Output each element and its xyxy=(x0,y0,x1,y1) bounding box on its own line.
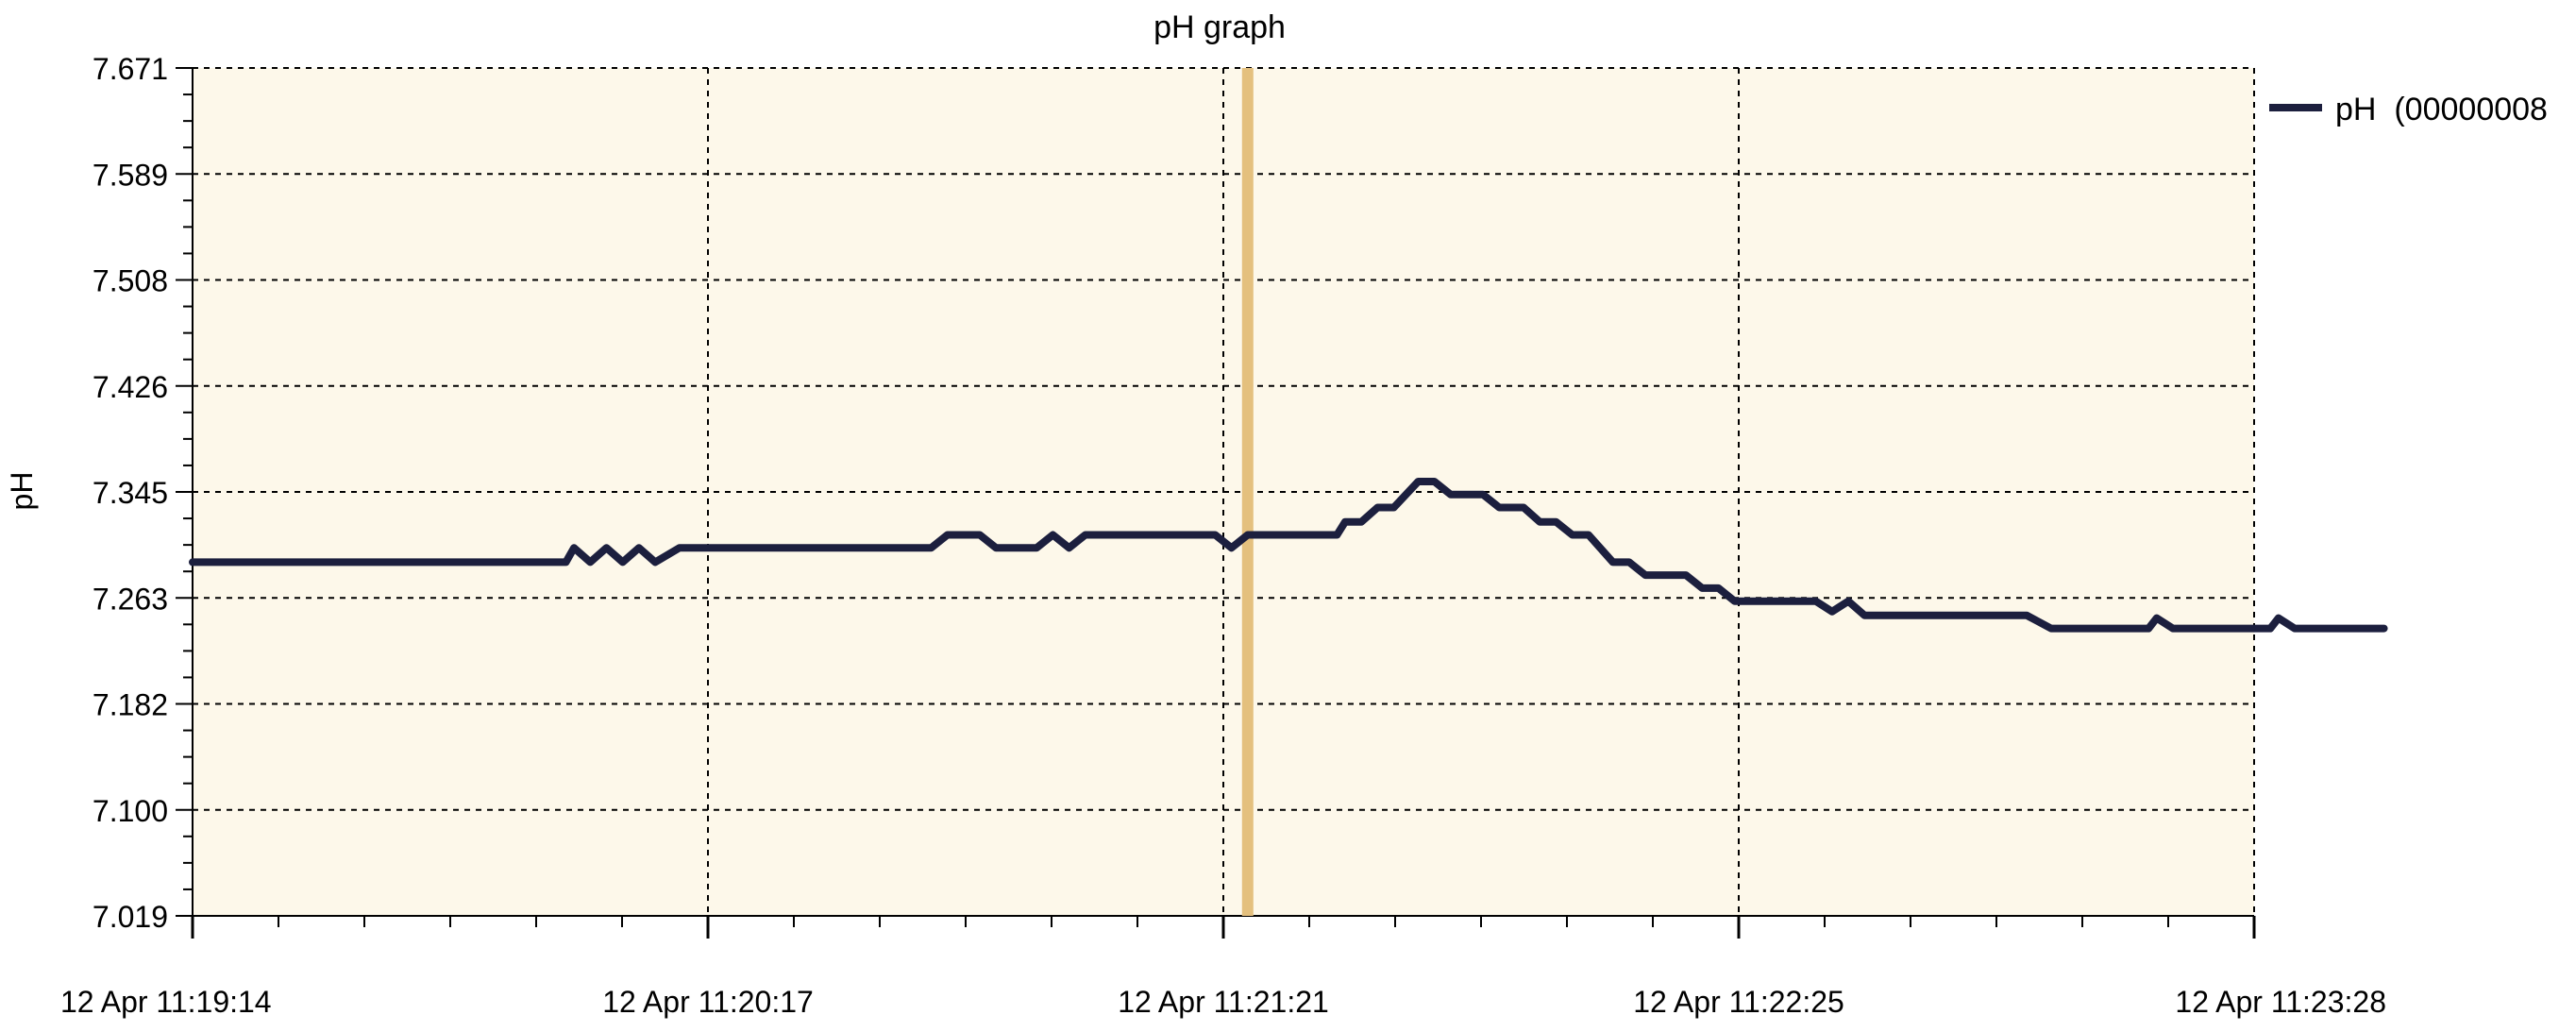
legend: pH (00000008 xyxy=(2269,92,2548,127)
y-tick-label: 7.671 xyxy=(93,52,168,86)
x-tick-label: 12 Apr 11:23:28 xyxy=(2175,985,2386,1019)
y-tick-label: 7.426 xyxy=(93,370,168,404)
y-tick-label: 7.589 xyxy=(93,158,168,192)
grid xyxy=(193,67,2255,916)
x-tick-label: 12 Apr 11:21:21 xyxy=(1118,985,1329,1019)
y-axis: 7.671 7.589 7.508 7.426 7.345 7.263 7.182 7.100… xyxy=(93,52,193,934)
x-tick-label: 12 Apr 11:22:25 xyxy=(1633,985,1844,1019)
y-tick-label: 7.100 xyxy=(93,794,168,828)
series-line-ph xyxy=(189,478,2388,633)
series-layer xyxy=(189,478,2388,633)
y-axis-label: pH xyxy=(5,472,39,511)
chart-title: pH graph xyxy=(1153,9,1286,45)
y-tick-label: 7.263 xyxy=(93,582,168,616)
legend-label: pH (00000008 xyxy=(2335,92,2548,127)
y-tick-label: 7.019 xyxy=(93,900,168,934)
x-tick-label: 12 Apr 11:19:14 xyxy=(60,985,272,1019)
x-tick-label: 12 Apr 11:20:17 xyxy=(602,985,814,1019)
y-tick-label: 7.182 xyxy=(93,688,168,722)
minor-ticks xyxy=(183,93,2169,927)
x-axis: 12 Apr 11:19:14 12 Apr 11:20:17 12 Apr 11:… xyxy=(60,916,2386,1019)
y-tick-label: 7.345 xyxy=(93,476,168,510)
y-tick-label: 7.508 xyxy=(93,264,168,298)
